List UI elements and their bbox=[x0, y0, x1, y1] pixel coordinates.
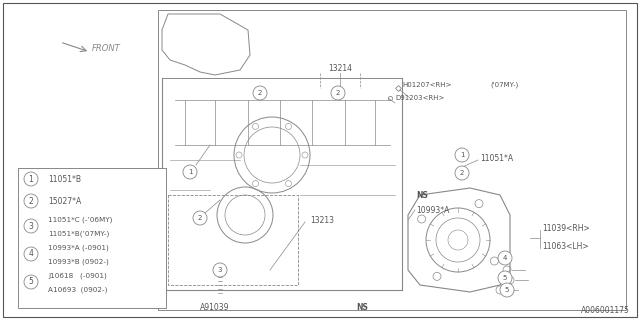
Text: 3: 3 bbox=[29, 221, 33, 230]
Circle shape bbox=[253, 86, 267, 100]
Text: 4: 4 bbox=[29, 250, 33, 259]
Text: 4: 4 bbox=[503, 255, 507, 261]
Circle shape bbox=[24, 194, 38, 208]
Circle shape bbox=[498, 251, 512, 265]
Text: 11051*B: 11051*B bbox=[48, 174, 81, 183]
Text: A006001175: A006001175 bbox=[581, 306, 630, 315]
Circle shape bbox=[213, 263, 227, 277]
Circle shape bbox=[24, 219, 38, 233]
Text: 11051*A: 11051*A bbox=[480, 154, 513, 163]
Text: 2: 2 bbox=[198, 215, 202, 221]
Text: 2: 2 bbox=[258, 90, 262, 96]
Circle shape bbox=[24, 172, 38, 186]
Text: 11051*B(’07MY-): 11051*B(’07MY-) bbox=[48, 230, 109, 237]
Text: 5: 5 bbox=[503, 275, 507, 281]
Bar bbox=[168, 195, 298, 285]
Bar bbox=[162, 78, 402, 290]
Text: 2: 2 bbox=[29, 196, 33, 205]
Text: 10993*A (-0901): 10993*A (-0901) bbox=[48, 244, 109, 251]
Circle shape bbox=[183, 165, 197, 179]
Circle shape bbox=[24, 247, 38, 261]
Circle shape bbox=[498, 271, 512, 285]
Text: H01207<RH>: H01207<RH> bbox=[402, 82, 451, 88]
Text: 13214: 13214 bbox=[328, 63, 352, 73]
Text: A10693  (0902-): A10693 (0902-) bbox=[48, 286, 108, 293]
Text: 15027*A: 15027*A bbox=[48, 196, 81, 205]
Text: 11051*C (-’06MY): 11051*C (-’06MY) bbox=[48, 216, 113, 223]
Circle shape bbox=[24, 275, 38, 289]
Text: FRONT: FRONT bbox=[92, 44, 121, 52]
Text: 13213: 13213 bbox=[310, 215, 334, 225]
Text: 1: 1 bbox=[188, 169, 192, 175]
Circle shape bbox=[331, 86, 345, 100]
Circle shape bbox=[193, 211, 207, 225]
Circle shape bbox=[455, 148, 469, 162]
Text: NS: NS bbox=[416, 190, 428, 199]
Text: 1: 1 bbox=[460, 152, 464, 158]
Text: 11039<RH>: 11039<RH> bbox=[542, 223, 589, 233]
Text: 5: 5 bbox=[29, 277, 33, 286]
Text: 5: 5 bbox=[505, 287, 509, 293]
Text: 11063<LH>: 11063<LH> bbox=[542, 242, 589, 251]
Text: 10993*A: 10993*A bbox=[416, 205, 449, 214]
Bar bbox=[158, 10, 626, 310]
Text: NS: NS bbox=[356, 303, 368, 313]
Text: A91039: A91039 bbox=[200, 303, 230, 313]
Circle shape bbox=[455, 166, 469, 180]
Text: 2: 2 bbox=[460, 170, 464, 176]
Text: ('07MY-): ('07MY-) bbox=[490, 82, 518, 88]
Text: 3: 3 bbox=[218, 267, 222, 273]
Circle shape bbox=[500, 283, 514, 297]
Text: 2: 2 bbox=[336, 90, 340, 96]
Bar bbox=[18, 168, 166, 308]
Text: D91203<RH>: D91203<RH> bbox=[395, 95, 444, 101]
Text: 1: 1 bbox=[29, 174, 33, 183]
Text: J10618   (-0901): J10618 (-0901) bbox=[48, 272, 107, 279]
Text: 10993*B (0902-): 10993*B (0902-) bbox=[48, 258, 109, 265]
